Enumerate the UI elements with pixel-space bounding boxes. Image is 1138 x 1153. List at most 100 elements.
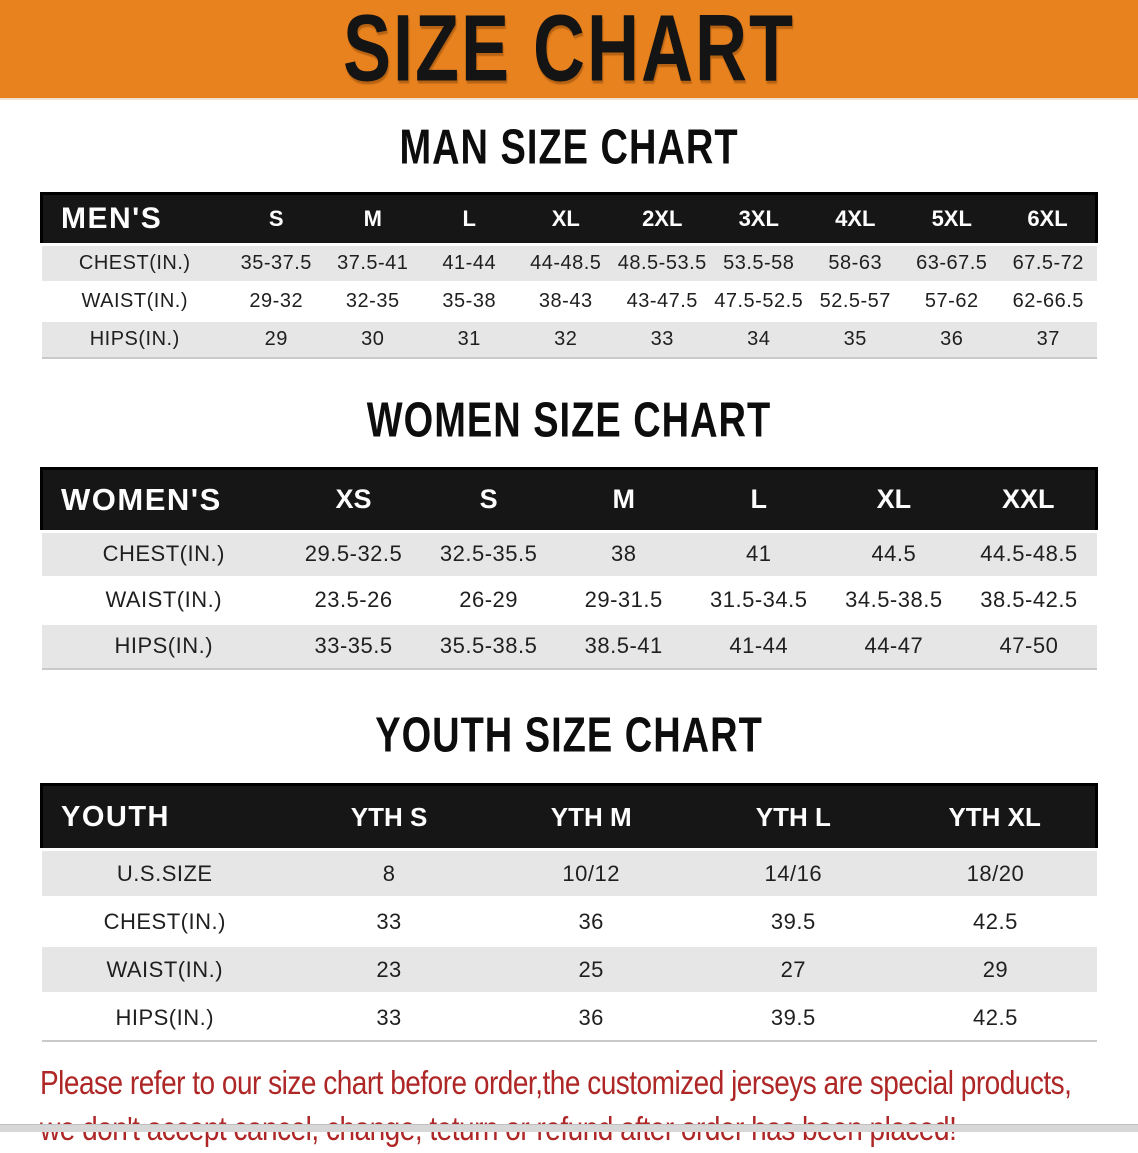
measurement-value-cell: 37.5-41 bbox=[324, 242, 421, 284]
measurement-value-cell: 33 bbox=[288, 993, 491, 1043]
measurement-value-cell: 43-47.5 bbox=[614, 282, 711, 322]
size-column-header: YTH XL bbox=[894, 784, 1097, 850]
bottom-edge-strip bbox=[0, 1124, 1138, 1132]
size-column-header: S bbox=[421, 468, 557, 532]
measurement-value-cell: 53.5-58 bbox=[710, 242, 807, 284]
measurement-value-cell: 44.5 bbox=[826, 529, 962, 579]
measurement-label-cell: CHEST(IN.) bbox=[41, 897, 288, 948]
table-title-cell: WOMEN'S bbox=[41, 468, 286, 532]
measurement-value-cell: 23 bbox=[288, 945, 491, 996]
measurement-label-cell: WAIST(IN.) bbox=[41, 577, 286, 625]
size-column-header: M bbox=[556, 468, 692, 532]
measurement-value-cell: 62-66.5 bbox=[1000, 282, 1097, 322]
size-column-header: XS bbox=[286, 468, 422, 532]
table-title-cell: YOUTH bbox=[41, 784, 288, 850]
size-column-header: 6XL bbox=[1000, 193, 1097, 245]
measurement-value-cell: 36 bbox=[903, 320, 1000, 359]
measurement-value-cell: 29-32 bbox=[228, 282, 325, 322]
disclaimer: Please refer to our size chart before or… bbox=[0, 1060, 1138, 1152]
measurement-label-cell: WAIST(IN.) bbox=[41, 282, 228, 322]
youth-size-table: YOUTH YTH S YTH M YTH L YTH XL U.S.SIZE 8 10/12… bbox=[40, 783, 1098, 1043]
measurement-value-cell: 41-44 bbox=[691, 623, 827, 670]
measurement-value-cell: 35 bbox=[807, 320, 904, 359]
measurement-value-cell: 10/12 bbox=[490, 848, 693, 900]
size-column-header: 5XL bbox=[903, 193, 1000, 245]
men-section-heading: MAN SIZE CHART bbox=[399, 120, 739, 176]
measurement-label-cell: WAIST(IN.) bbox=[41, 945, 288, 996]
section-youth: YOUTH SIZE CHART YOUTH YTH S YTH M YTH L YTH… bbox=[0, 708, 1138, 1043]
measurement-value-cell: 14/16 bbox=[692, 848, 895, 900]
measurement-value-cell: 23.5-26 bbox=[286, 577, 422, 625]
section-men: MAN SIZE CHART MEN'S S M L XL 2XL 3XL 4XL 5XL 6XL… bbox=[0, 121, 1138, 359]
measurement-value-cell: 32.5-35.5 bbox=[421, 529, 557, 579]
measurement-value-cell: 38.5-42.5 bbox=[961, 577, 1097, 625]
measurement-value-cell: 36 bbox=[490, 993, 693, 1043]
measurement-value-cell: 32-35 bbox=[324, 282, 421, 322]
measurement-value-cell: 37 bbox=[1000, 320, 1097, 359]
measurement-value-cell: 35-37.5 bbox=[228, 242, 325, 284]
youth-section-heading: YOUTH SIZE CHART bbox=[375, 708, 763, 763]
measurement-value-cell: 27 bbox=[692, 945, 895, 996]
measurement-value-cell: 32 bbox=[517, 320, 614, 359]
measurement-value-cell: 63-67.5 bbox=[903, 242, 1000, 284]
size-column-header: XL bbox=[517, 193, 614, 245]
measurement-value-cell: 41 bbox=[691, 529, 827, 579]
measurement-value-cell: 41-44 bbox=[421, 242, 518, 284]
measurement-value-cell: 18/20 bbox=[894, 848, 1097, 900]
size-table-header-row: WOMEN'S XS S M L XL XXL bbox=[41, 468, 1097, 532]
banner: SIZE CHART bbox=[0, 0, 1138, 100]
size-column-header: M bbox=[324, 193, 421, 245]
measurement-value-cell: 8 bbox=[288, 848, 491, 900]
measurement-value-cell: 44.5-48.5 bbox=[961, 529, 1097, 579]
section-women: WOMEN SIZE CHART WOMEN'S XS S M L XL XXL CHEST(… bbox=[0, 393, 1138, 670]
size-column-header: YTH S bbox=[288, 784, 491, 850]
measurement-value-cell: 42.5 bbox=[894, 993, 1097, 1043]
men-size-table: MEN'S S M L XL 2XL 3XL 4XL 5XL 6XL CHEST(IN.) 35-37… bbox=[40, 192, 1098, 359]
measurement-label-cell: HIPS(IN.) bbox=[41, 623, 286, 670]
size-column-header: YTH L bbox=[692, 784, 895, 850]
measurement-value-cell: 31.5-34.5 bbox=[691, 577, 827, 625]
measurement-value-cell: 39.5 bbox=[692, 897, 895, 948]
measurement-value-cell: 31 bbox=[421, 320, 518, 359]
measurement-value-cell: 35-38 bbox=[421, 282, 518, 322]
size-column-header: 4XL bbox=[807, 193, 904, 245]
measurement-value-cell: 26-29 bbox=[421, 577, 557, 625]
size-column-header: L bbox=[421, 193, 518, 245]
measurement-value-cell: 33-35.5 bbox=[286, 623, 422, 670]
measurement-row: CHEST(IN.) 33 36 39.5 42.5 bbox=[41, 897, 1097, 948]
measurement-label-cell: CHEST(IN.) bbox=[41, 529, 286, 579]
measurement-row: WAIST(IN.) 23.5-26 26-29 29-31.5 31.5-34.5 34… bbox=[41, 577, 1097, 625]
measurement-value-cell: 58-63 bbox=[807, 242, 904, 284]
measurement-value-cell: 29 bbox=[894, 945, 1097, 996]
measurement-value-cell: 38 bbox=[556, 529, 692, 579]
size-table-header-row: YOUTH YTH S YTH M YTH L YTH XL bbox=[41, 784, 1097, 850]
measurement-label-cell: CHEST(IN.) bbox=[41, 242, 228, 284]
measurement-row: HIPS(IN.) 29 30 31 32 33 34 35 36 37 bbox=[41, 320, 1097, 359]
measurement-value-cell: 39.5 bbox=[692, 993, 895, 1043]
measurement-value-cell: 57-62 bbox=[903, 282, 1000, 322]
measurement-value-cell: 38-43 bbox=[517, 282, 614, 322]
women-section-heading: WOMEN SIZE CHART bbox=[366, 393, 772, 448]
measurement-value-cell: 34 bbox=[710, 320, 807, 359]
disclaimer-line-1: Please refer to our size chart before or… bbox=[40, 1065, 1072, 1102]
measurement-value-cell: 67.5-72 bbox=[1000, 242, 1097, 284]
measurement-label-cell: U.S.SIZE bbox=[41, 848, 288, 900]
size-column-header: 2XL bbox=[614, 193, 711, 245]
measurement-row: HIPS(IN.) 33-35.5 35.5-38.5 38.5-41 41-44 44-… bbox=[41, 623, 1097, 670]
measurement-value-cell: 25 bbox=[490, 945, 693, 996]
measurement-value-cell: 34.5-38.5 bbox=[826, 577, 962, 625]
measurement-value-cell: 44-48.5 bbox=[517, 242, 614, 284]
measurement-row: HIPS(IN.) 33 36 39.5 42.5 bbox=[41, 993, 1097, 1043]
measurement-row: U.S.SIZE 8 10/12 14/16 18/20 bbox=[41, 848, 1097, 900]
measurement-value-cell: 35.5-38.5 bbox=[421, 623, 557, 670]
women-size-table: WOMEN'S XS S M L XL XXL CHEST(IN.) 29.5-32.5 32.5… bbox=[40, 467, 1098, 670]
size-column-header: 3XL bbox=[710, 193, 807, 245]
measurement-row: CHEST(IN.) 35-37.5 37.5-41 41-44 44-48.5 48.5… bbox=[41, 242, 1097, 284]
banner-title: SIZE CHART bbox=[343, 0, 795, 102]
measurement-value-cell: 47-50 bbox=[961, 623, 1097, 670]
measurement-row: CHEST(IN.) 29.5-32.5 32.5-35.5 38 41 44.5 44.5… bbox=[41, 529, 1097, 579]
measurement-label-cell: HIPS(IN.) bbox=[41, 993, 288, 1043]
measurement-value-cell: 33 bbox=[288, 897, 491, 948]
measurement-value-cell: 44-47 bbox=[826, 623, 962, 670]
measurement-value-cell: 47.5-52.5 bbox=[710, 282, 807, 322]
